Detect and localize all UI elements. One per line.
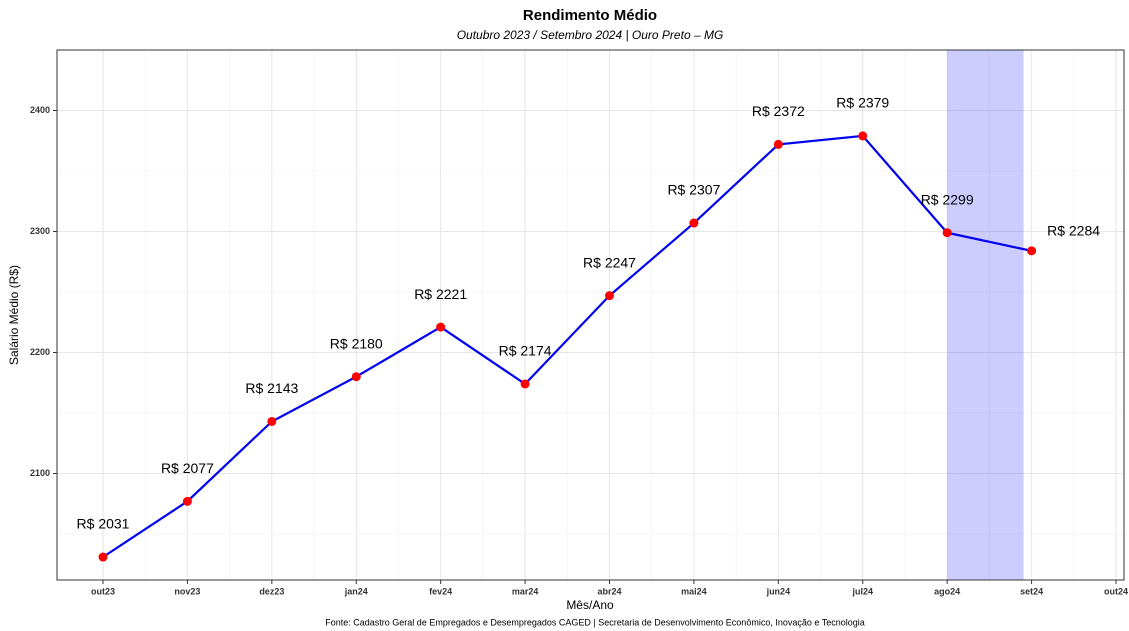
x-tick-label: mai24 <box>681 586 707 596</box>
data-label: R$ 2247 <box>583 254 636 270</box>
data-label: R$ 2372 <box>752 103 805 119</box>
x-tick-label: nov23 <box>174 586 200 596</box>
data-label: R$ 2221 <box>414 286 467 302</box>
data-label: R$ 2143 <box>245 380 298 396</box>
x-tick-label: set24 <box>1020 586 1043 596</box>
x-tick-label: out23 <box>91 586 115 596</box>
point <box>351 372 361 382</box>
y-tick-label: 2300 <box>30 226 50 236</box>
point <box>182 496 192 506</box>
highlight-band <box>947 50 1024 580</box>
line <box>102 134 1032 558</box>
point <box>689 218 699 228</box>
y-tick-label: 2100 <box>30 468 50 478</box>
point <box>858 131 868 141</box>
point <box>98 552 108 562</box>
data-label: R$ 2174 <box>499 343 552 359</box>
chart-title: Rendimento Médio <box>523 7 657 24</box>
x-tick-label: mar24 <box>512 586 539 596</box>
chart-subtitle: Outubro 2023 / Setembro 2024 | Ouro Pret… <box>457 28 724 42</box>
x-tick-label: out24 <box>1104 586 1128 596</box>
point <box>773 139 783 149</box>
y-tick-label: 2200 <box>30 347 50 357</box>
x-tick-label: jun24 <box>766 586 791 596</box>
data-label: R$ 2031 <box>77 516 130 532</box>
x-tick-label: fev24 <box>429 586 452 596</box>
data-label: R$ 2180 <box>330 335 383 351</box>
y-tick-label: 2400 <box>30 105 50 115</box>
x-tick-label: jan24 <box>344 586 368 596</box>
data-label: R$ 2299 <box>921 191 974 207</box>
point <box>605 291 614 301</box>
caption: Fonte: Cadastro Geral de Empregados e De… <box>325 617 864 627</box>
point <box>436 322 446 332</box>
x-tick-label: jul24 <box>851 586 873 596</box>
x-tick-label: abr24 <box>597 586 621 596</box>
plot-border <box>56 49 1125 581</box>
x-tick-label: ago24 <box>934 586 960 596</box>
data-label: R$ 2077 <box>161 460 214 476</box>
point <box>267 416 277 426</box>
point <box>520 379 530 389</box>
y-axis-title: Salário Médio (R$) <box>7 265 21 365</box>
data-label: R$ 2307 <box>667 182 720 198</box>
data-label: R$ 2284 <box>1047 223 1100 239</box>
x-tick-label: dez23 <box>259 586 284 596</box>
point <box>942 228 952 238</box>
data-label: R$ 2379 <box>836 95 889 111</box>
x-axis-title: Mês/Ano <box>566 598 614 612</box>
point <box>1027 246 1037 256</box>
